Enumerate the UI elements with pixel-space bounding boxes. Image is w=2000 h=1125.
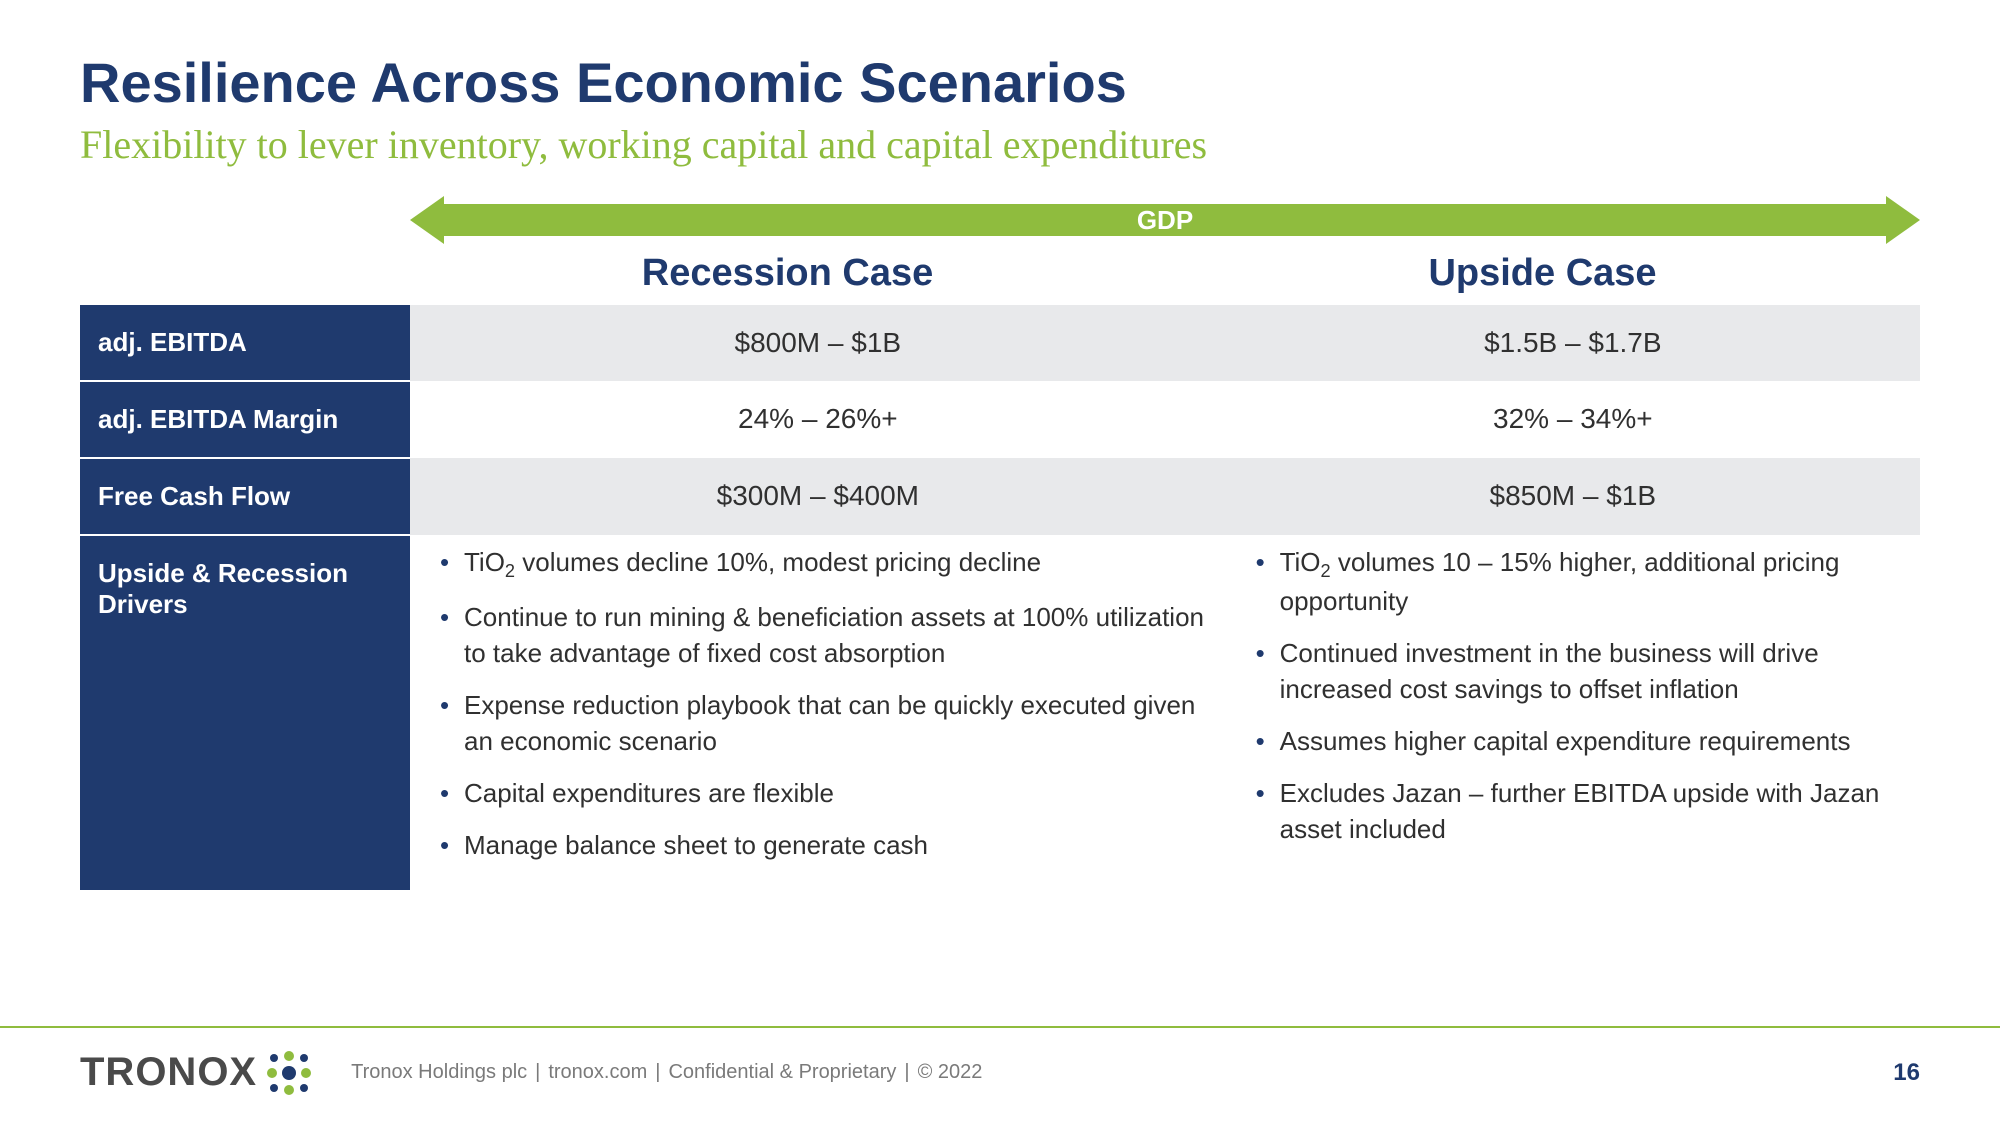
list-item: Expense reduction playbook that can be q… [440, 688, 1206, 760]
row-label: adj. EBITDA Margin [80, 381, 410, 458]
slide: Resilience Across Economic Scenarios Fle… [0, 0, 2000, 1125]
footer-text: Tronox Holdings plc|tronox.com|Confident… [351, 1061, 982, 1084]
tronox-logo: TRONOX [80, 1050, 311, 1095]
cell-recession: $300M – $400M [410, 458, 1226, 535]
list-item: Assumes higher capital expenditure requi… [1256, 724, 1900, 760]
row-label: adj. EBITDA [80, 305, 410, 381]
cell-upside: $1.5B – $1.7B [1226, 305, 1920, 381]
cell-upside: 32% – 34%+ [1226, 381, 1920, 458]
scenario-table: adj. EBITDA $800M – $1B $1.5B – $1.7B ad… [80, 305, 1920, 890]
gdp-label: GDP [440, 204, 1890, 236]
arrow-right-icon [1886, 196, 1920, 244]
case-header-row: Recession Case Upside Case [410, 252, 1920, 295]
list-item: Continued investment in the business wil… [1256, 636, 1900, 708]
table-row: adj. EBITDA Margin 24% – 26%+ 32% – 34%+ [80, 381, 1920, 458]
footer-conf: Confidential & Proprietary [668, 1061, 896, 1083]
table-row: adj. EBITDA $800M – $1B $1.5B – $1.7B [80, 305, 1920, 381]
list-item: Capital expenditures are flexible [440, 776, 1206, 812]
list-item: Manage balance sheet to generate cash [440, 828, 1206, 864]
slide-footer: TRONOX Tronox Holdings plc|tronox.com|Co… [0, 1026, 2000, 1095]
footer-company: Tronox Holdings plc [351, 1061, 527, 1083]
page-number: 16 [1893, 1059, 1920, 1087]
cell-recession: 24% – 26%+ [410, 381, 1226, 458]
slide-title: Resilience Across Economic Scenarios [80, 50, 1920, 115]
gdp-arrow: GDP [410, 196, 1920, 244]
logo-text: TRONOX [80, 1050, 257, 1095]
footer-year: © 2022 [918, 1061, 983, 1083]
logo-mark-icon [267, 1051, 311, 1095]
row-label: Free Cash Flow [80, 458, 410, 535]
recession-case-header: Recession Case [410, 252, 1165, 295]
footer-site: tronox.com [548, 1061, 647, 1083]
list-item: TiO2 volumes decline 10%, modest pricing… [440, 545, 1206, 584]
recession-drivers: TiO2 volumes decline 10%, modest pricing… [410, 535, 1226, 890]
upside-case-header: Upside Case [1165, 252, 1920, 295]
list-item: Continue to run mining & beneficiation a… [440, 600, 1206, 672]
table-row: Free Cash Flow $300M – $400M $850M – $1B [80, 458, 1920, 535]
arrow-left-icon [410, 196, 444, 244]
slide-subtitle: Flexibility to lever inventory, working … [80, 121, 1920, 168]
table-row-drivers: Upside & Recession Drivers TiO2 volumes … [80, 535, 1920, 890]
list-item: Excludes Jazan – further EBITDA upside w… [1256, 776, 1900, 848]
upside-drivers: TiO2 volumes 10 – 15% higher, additional… [1226, 535, 1920, 890]
list-item: TiO2 volumes 10 – 15% higher, additional… [1256, 545, 1900, 620]
row-label: Upside & Recession Drivers [80, 535, 410, 890]
cell-recession: $800M – $1B [410, 305, 1226, 381]
cell-upside: $850M – $1B [1226, 458, 1920, 535]
